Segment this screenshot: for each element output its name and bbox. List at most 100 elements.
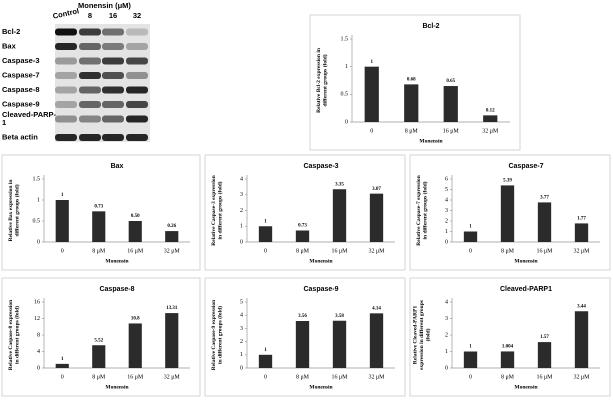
x-tick-label: 16 μM	[443, 128, 460, 134]
y-tick-label: 2	[240, 339, 243, 345]
y-tick-label: 1	[445, 349, 448, 355]
blot-band	[126, 101, 148, 108]
y-axis-label: Relative Caspase-3 expressionin differen…	[211, 175, 224, 245]
y-tick-label: 4	[240, 313, 243, 319]
value-label: 3.07	[372, 187, 381, 192]
row-label: Caspase-8	[2, 85, 40, 94]
blot-band	[55, 28, 77, 36]
y-tick-label: 1	[240, 224, 243, 230]
chart-title: Caspase-9	[303, 286, 338, 293]
bar	[258, 354, 273, 368]
x-tick-label: 8 μM	[296, 374, 310, 380]
chart-title: Bcl-2	[422, 23, 439, 30]
y-tick-label: 4	[240, 176, 243, 182]
value-label: 0.26	[167, 224, 176, 229]
blot-background	[55, 24, 150, 142]
row-label-line: Cleaved-PARP-	[2, 110, 57, 119]
lane-label: 8	[88, 11, 92, 20]
lane-label: Control	[52, 6, 80, 20]
y-tick-label: 2	[445, 332, 448, 338]
value-label: 1	[264, 219, 267, 224]
value-label: 1	[469, 345, 472, 350]
blot-band	[79, 72, 101, 79]
bar	[443, 86, 458, 122]
y-tick-label: 0	[37, 365, 40, 371]
bar	[537, 342, 552, 368]
value-label: 3.77	[540, 196, 549, 201]
y-axis-label-line: Relative Bax expression in	[8, 180, 14, 242]
value-label: 1.77	[577, 217, 586, 222]
y-axis-label-line: Relative Caspase-7 expression	[416, 175, 422, 245]
y-tick-label: 0	[445, 239, 448, 245]
bar	[500, 185, 515, 242]
blot-band	[126, 57, 148, 65]
chart-title: Caspase-8	[99, 286, 134, 293]
x-axis-label: Monensin	[309, 258, 332, 264]
x-tick-label: 32 μM	[573, 374, 590, 380]
x-tick-label: 8 μM	[296, 248, 310, 254]
bar	[369, 193, 384, 242]
bar	[165, 313, 179, 368]
value-label: 1	[61, 357, 64, 362]
x-tick-label: 8 μM	[405, 128, 419, 134]
y-tick-label: 3	[240, 326, 243, 332]
blot-band	[55, 86, 77, 94]
value-label: 10.8	[131, 317, 140, 322]
blot-band	[102, 28, 124, 36]
blot-band	[102, 72, 124, 79]
y-tick-label: 3	[445, 316, 448, 322]
lane-label: 16	[109, 11, 117, 20]
y-tick-label: 1	[240, 352, 243, 358]
panel-frame	[409, 277, 611, 397]
value-label: 0.50	[131, 214, 140, 219]
x-tick-label: 16 μM	[331, 374, 348, 380]
x-tick-label: 16 μM	[127, 248, 144, 254]
blot-band	[79, 43, 101, 50]
blot-band	[79, 57, 101, 65]
y-tick-label: 0.5	[341, 92, 349, 98]
value-label: 0.65	[446, 79, 455, 84]
bar	[364, 66, 379, 122]
bar	[574, 223, 589, 242]
row-label: Beta actin	[2, 132, 38, 141]
value-label: 4.14	[372, 306, 381, 311]
blot-band	[102, 134, 124, 141]
y-axis-label-line: Relative Bcl-2 expression in	[316, 48, 322, 113]
y-tick-label: 4	[445, 299, 448, 305]
y-tick-label: 2	[445, 218, 448, 224]
blot-band	[55, 134, 77, 141]
value-label: 0.12	[486, 109, 495, 114]
value-label: 1	[264, 348, 267, 353]
row-label: Caspase-3	[2, 56, 40, 65]
x-tick-label: 32 μM	[573, 248, 590, 254]
blot-band	[79, 86, 101, 94]
blot-band	[126, 86, 148, 94]
y-tick-label: 1	[345, 64, 348, 70]
blot-band	[126, 43, 148, 50]
y-axis-label: Relative Caspase-7 expressionin differen…	[416, 175, 429, 245]
y-tick-label: 0	[345, 119, 348, 125]
y-axis-label-line: different groups (fold)	[322, 54, 329, 106]
x-tick-label: 0	[469, 248, 472, 254]
x-tick-label: 0	[264, 248, 267, 254]
y-axis-label-line: Relative Cleaved-PARP1	[413, 306, 419, 365]
x-tick-label: 0	[61, 248, 64, 254]
bar	[574, 311, 589, 368]
blot-band	[126, 115, 148, 123]
y-axis-label-line: in different groups (fold)	[422, 181, 429, 239]
x-tick-label: 0	[264, 374, 267, 380]
blot-band	[55, 115, 77, 123]
value-label: 1	[469, 225, 472, 230]
y-tick-label: 2	[240, 208, 243, 214]
x-tick-label: 32 μM	[368, 248, 385, 254]
x-axis-label: Monensin	[514, 258, 537, 264]
y-axis-label: Relative Caspase-9 expressionin differen…	[211, 300, 224, 370]
value-label: 3.56	[298, 314, 307, 319]
row-label: Cleaved-PARP-1	[2, 110, 57, 127]
bar	[165, 231, 179, 242]
y-axis-label-line: in different groups (fold)	[14, 306, 21, 364]
bar	[258, 226, 273, 242]
y-tick-label: 0	[240, 365, 243, 371]
row-label: Bax	[2, 41, 17, 50]
y-tick-label: 4	[37, 349, 40, 355]
